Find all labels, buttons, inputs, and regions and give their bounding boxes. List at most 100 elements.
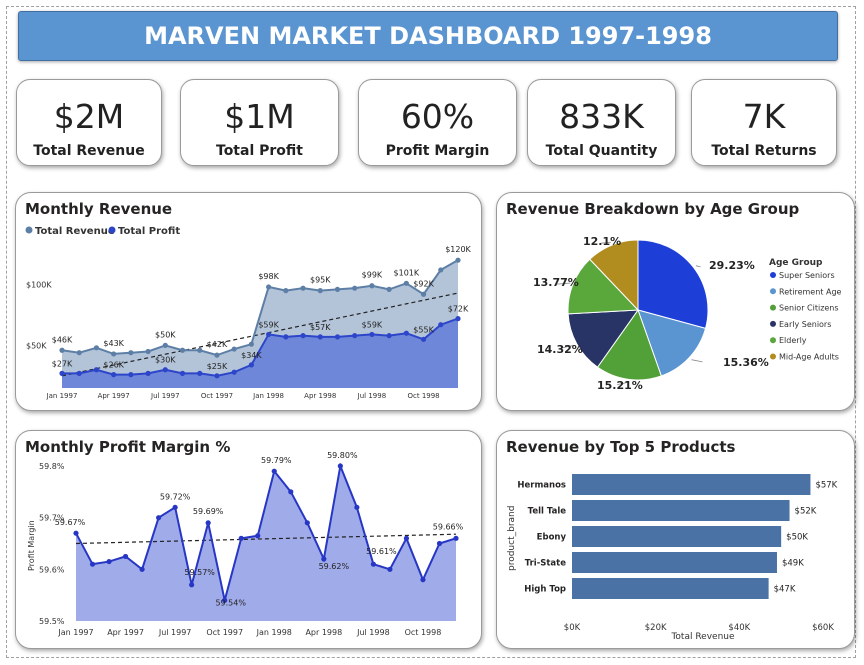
y-tick-label: 59.6% [39, 565, 65, 574]
profit-point [317, 334, 323, 340]
age-group-card[interactable]: Revenue Breakdown by Age Group Age Group… [496, 192, 855, 411]
total-revenue-line [61, 259, 459, 357]
data-label: $50K [155, 330, 176, 339]
pie-slice-senior-citizens[interactable] [596, 308, 662, 381]
profit-margin-point [304, 520, 310, 526]
profit-point [59, 370, 65, 376]
top-products-card[interactable]: Revenue by Top 5 Products product_brand … [496, 430, 855, 649]
profit-point [248, 362, 254, 368]
pie-legend-item[interactable]: Retirement Age [779, 287, 842, 296]
pie-legend-item[interactable]: Mid-Age Adults [779, 353, 839, 362]
revenue-point [369, 283, 375, 289]
data-label: $30K [155, 356, 176, 365]
x-tick-label: Jan 1998 [256, 628, 292, 637]
profit-margin-point [106, 558, 112, 565]
x-tick-label: Jan 1997 [46, 392, 78, 400]
pie-legend-dot [770, 272, 776, 278]
pie-legend-item[interactable]: Senior Citizens [779, 304, 839, 313]
profit-margin-point [321, 556, 327, 562]
pie-slice-retirement-age[interactable] [637, 309, 707, 377]
pie-slice-super-seniors[interactable] [637, 239, 709, 330]
data-label: 59.61% [366, 547, 397, 556]
profit-margin-line [75, 462, 457, 601]
revenue-point [386, 286, 392, 292]
top-products-chart[interactable]: product_brand Total Revenue Hermanos $57K… [497, 431, 855, 649]
bar-tri-state[interactable] [572, 552, 777, 573]
bar-hermanos[interactable] [572, 474, 811, 495]
profit-margin-card[interactable]: Monthly Profit Margin % Profit Margin 59… [15, 430, 482, 649]
revenue-point [403, 280, 409, 286]
profit-point [283, 334, 289, 340]
bar-high-top[interactable] [572, 578, 769, 599]
profit-margin-title: Monthly Profit Margin % [25, 438, 231, 456]
kpi-card-total-quantity[interactable]: 833K Total Quantity [527, 79, 676, 166]
profit-point [162, 367, 168, 373]
profit-margin-point [73, 530, 79, 536]
bar-value-label: $57K [815, 481, 837, 491]
revenue-point [197, 347, 203, 353]
kpi-value: 60% [400, 97, 475, 136]
kpi-value: $1M [224, 97, 295, 136]
x-tick-label: $60K [812, 623, 834, 633]
total-profit-line [62, 317, 459, 377]
age-group-pie-chart[interactable]: Age Group 29.23% 15.36% 15.21% 14.32% 13.77%… [497, 193, 855, 411]
monthly-revenue-chart[interactable]: Total Revenue Total Profit $50K $100K $46K… [16, 193, 482, 411]
x-tick-label: Apr 1998 [304, 392, 336, 400]
bar-value-label: $49K [782, 559, 804, 569]
profit-point [76, 370, 82, 376]
bar-value-label: $52K [795, 507, 817, 517]
data-label: 59.66% [433, 522, 464, 531]
revenue-trend-line [61, 292, 459, 377]
pie-data-label: 13.77% [533, 276, 579, 289]
revenue-point [76, 350, 82, 356]
data-label: $42K [207, 340, 228, 349]
bar-ebony[interactable] [572, 526, 782, 547]
y-tick-label: 59.7% [39, 514, 65, 523]
profit-point [420, 336, 427, 342]
kpi-card-total-returns[interactable]: 7K Total Returns [691, 79, 837, 166]
x-tick-label: $0K [564, 623, 581, 633]
revenue-point [214, 352, 220, 358]
x-tick-label: Jul 1997 [150, 392, 180, 400]
profit-point [231, 369, 237, 375]
revenue-point [420, 291, 427, 297]
profit-margin-point [189, 582, 195, 588]
pie-slice-early-seniors[interactable] [567, 309, 640, 368]
profit-margin-point [238, 535, 244, 541]
data-label: 59.62% [319, 562, 350, 571]
kpi-card-total-profit[interactable]: $1M Total Profit [180, 79, 339, 166]
profit-margin-point [222, 597, 228, 603]
monthly-revenue-card[interactable]: Monthly Revenue Total Revenue Total Prof… [15, 192, 482, 411]
revenue-point [162, 342, 168, 348]
profit-point [403, 330, 409, 336]
profit-margin-point [89, 561, 96, 567]
profit-point [266, 331, 272, 338]
profit-margin-point [156, 515, 162, 521]
revenue-point [300, 285, 306, 291]
legend-total-revenue[interactable]: Total Revenue [35, 226, 115, 237]
bar-y-axis-title: product_brand [507, 506, 517, 571]
pie-legend-item[interactable]: Elderly [779, 336, 807, 345]
data-label: $25K [207, 362, 228, 371]
bar-tell-tale[interactable] [572, 500, 790, 521]
pie-slice-elderly[interactable] [567, 258, 640, 315]
pie-legend-item[interactable]: Early Seniors [779, 320, 831, 329]
kpi-card-profit-margin[interactable]: 60% Profit Margin [358, 79, 517, 166]
pie-legend-dot [770, 353, 776, 360]
pie-slice-mid-age-adults[interactable] [589, 239, 639, 312]
pie-leader-line [695, 265, 701, 268]
profit-margin-point [420, 577, 426, 583]
pie-legend-item[interactable]: Super Seniors [779, 271, 835, 280]
revenue-point [93, 345, 100, 351]
y-tick-label: $50K [26, 341, 47, 350]
data-label: $26K [103, 361, 124, 370]
revenue-point [438, 267, 444, 273]
legend-total-profit[interactable]: Total Profit [118, 226, 180, 237]
dashboard-title: MARVEN MARKET DASHBOARD 1997-1998 [18, 11, 838, 61]
revenue-point [248, 341, 254, 347]
age-group-title: Revenue Breakdown by Age Group [506, 200, 800, 218]
pie-legend-title: Age Group [769, 258, 823, 268]
kpi-card-total-revenue[interactable]: $2M Total Revenue [16, 79, 162, 166]
profit-margin-chart[interactable]: Profit Margin 59.5% 59.6% 59.7% 59.8% 59.67%… [16, 431, 482, 649]
profit-margin-point [370, 561, 376, 567]
